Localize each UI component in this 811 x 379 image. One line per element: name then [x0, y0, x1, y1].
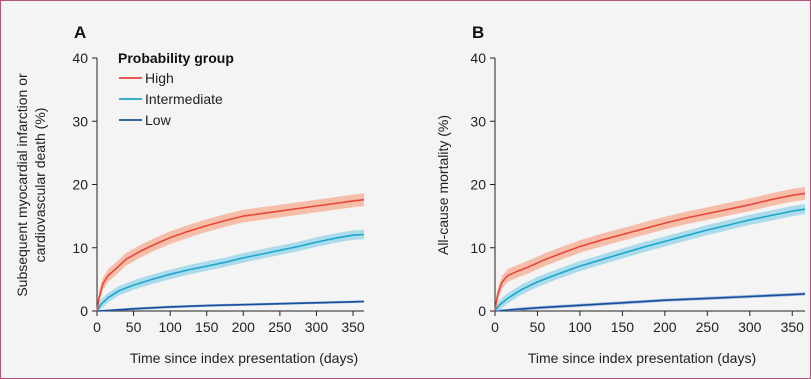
legend-label-high: High	[145, 70, 174, 86]
x-tick-label: 50	[126, 319, 142, 335]
panel-label: B	[472, 23, 484, 42]
series-line-intermediate	[494, 208, 806, 312]
y-tick-label: 20	[72, 177, 88, 193]
y-tick-label: 0	[478, 303, 486, 319]
panel-b: B Time since index presentation (days) A…	[435, 23, 806, 366]
panel-a: A Time since index presentation (days) S…	[14, 23, 365, 366]
y-axis-title: All-cause mortality (%)	[435, 115, 451, 255]
x-tick-label: 100	[568, 319, 592, 335]
x-axis-title: Time since index presentation (days)	[130, 350, 358, 366]
x-tick-label: 150	[611, 319, 635, 335]
x-tick-label: 150	[195, 319, 219, 335]
y-tick-label: 10	[72, 240, 88, 256]
legend-title: Probability group	[118, 50, 234, 66]
x-tick-label: 350	[341, 319, 365, 335]
x-tick-label: 250	[268, 319, 292, 335]
series-line-intermediate	[96, 233, 365, 312]
confidence-band-high	[97, 193, 364, 311]
y-tick-label: 10	[470, 240, 486, 256]
series-line-low	[494, 293, 806, 312]
x-tick-label: 0	[93, 319, 101, 335]
x-tick-label: 200	[232, 319, 256, 335]
x-tick-label: 200	[653, 319, 677, 335]
x-tick-label: 300	[738, 319, 762, 335]
axes: 0 10 20 30 40 0 50 100 150 200 250 300 350	[470, 50, 805, 335]
series-line-high	[494, 192, 806, 312]
axes: 0 10 20 30 40 0 50 100 150 200 250 300 350	[72, 50, 364, 335]
legend-label-low: Low	[145, 112, 172, 128]
y-axis-title-line-1: Subsequent myocardial infarction or	[14, 73, 30, 297]
confidence-band-intermediate	[97, 229, 364, 311]
y-tick-label: 30	[470, 113, 486, 129]
x-tick-label: 350	[781, 319, 805, 335]
y-tick-label: 40	[72, 50, 88, 66]
x-tick-label: 50	[530, 319, 546, 335]
y-tick-label: 20	[470, 177, 486, 193]
x-tick-label: 250	[696, 319, 720, 335]
series-line-low	[96, 300, 365, 312]
x-axis-title: Time since index presentation (days)	[528, 350, 756, 366]
x-tick-label: 300	[305, 319, 329, 335]
legend: Probability group High Intermediate Low	[118, 50, 234, 128]
x-tick-label: 100	[158, 319, 182, 335]
y-axis-title-line-2: cardiovascular death (%)	[32, 108, 48, 263]
legend-label-intermediate: Intermediate	[145, 91, 223, 107]
y-tick-label: 40	[470, 50, 486, 66]
series-line-high	[96, 198, 365, 312]
panel-label: A	[74, 23, 86, 42]
y-tick-label: 30	[72, 113, 88, 129]
y-tick-label: 0	[80, 303, 88, 319]
x-tick-label: 0	[491, 319, 499, 335]
